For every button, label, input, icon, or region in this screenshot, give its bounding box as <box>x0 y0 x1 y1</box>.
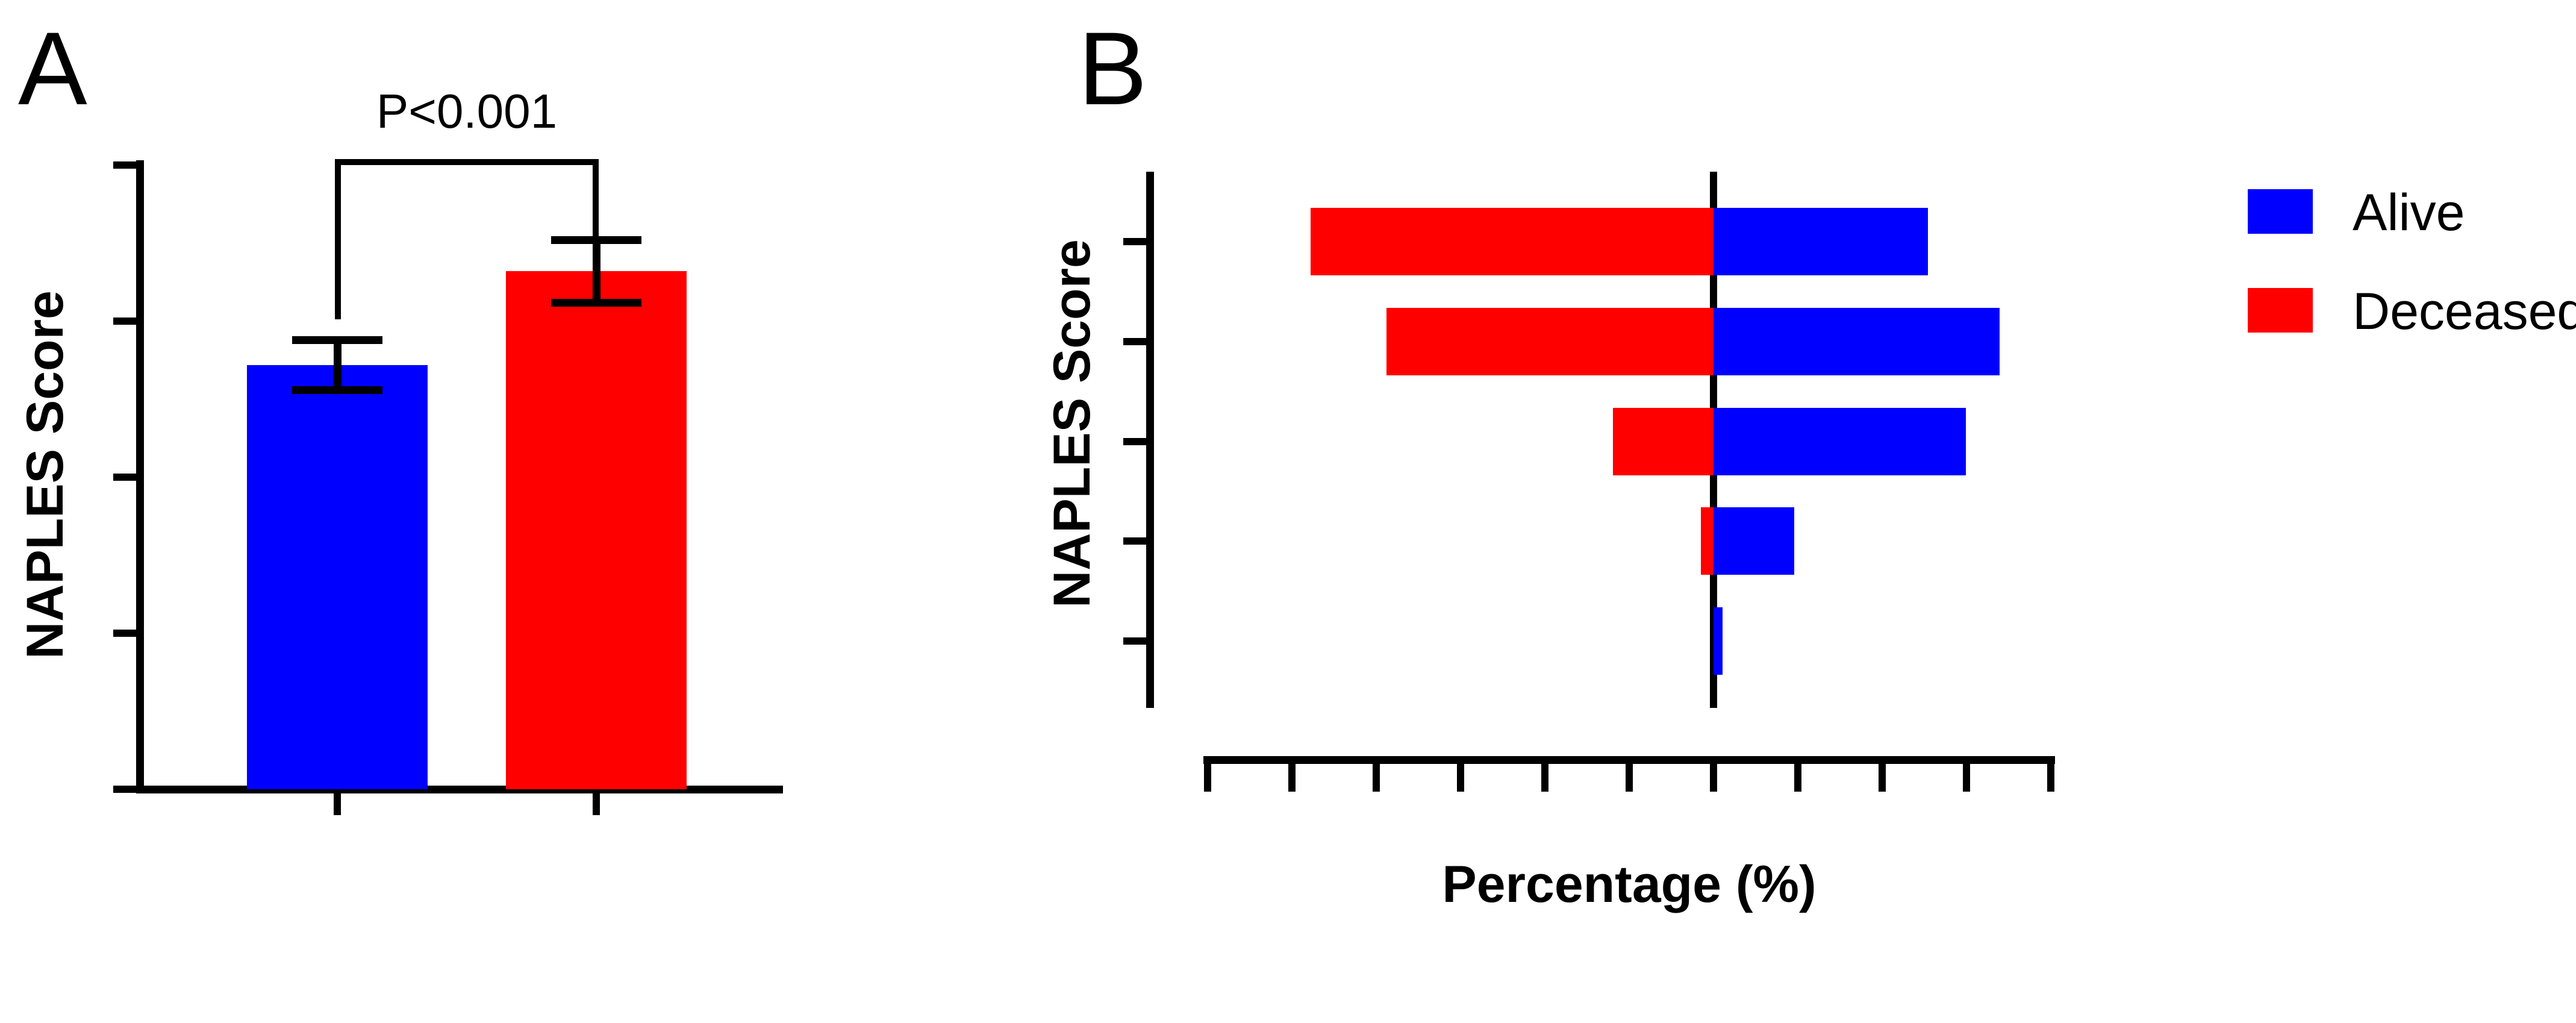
panel-b-y-axis-title: NAPLES Score <box>1043 239 1101 608</box>
panel-b-x-tick <box>1288 764 1296 792</box>
panel-a-bracket-left-leg <box>335 159 341 319</box>
legend-label-deceased: Deceased <box>2353 283 2576 340</box>
panel-a-error-cap-bottom <box>551 299 641 307</box>
panel-a-error-cap-bottom <box>292 386 382 394</box>
panel-a-bracket-top <box>335 159 599 165</box>
panel-a-category-label-alive <box>124 821 379 1023</box>
panel-a-y-tick <box>113 786 136 793</box>
panel-b-bar-deceased-score-3 <box>1386 308 1714 375</box>
panel-b-x-tick <box>1710 764 1717 792</box>
panel-a-bracket-right-leg <box>593 159 599 236</box>
panel-b-x-tick <box>1794 764 1801 792</box>
panel-a-letter: A <box>18 11 87 127</box>
panel-b-y-tick <box>1123 637 1146 645</box>
legend-swatch-alive <box>2248 189 2313 234</box>
panel-b-x-tick <box>1457 764 1464 792</box>
panel-a-y-tick <box>113 318 136 325</box>
panel-b-letter: B <box>1078 11 1147 127</box>
panel-b-bar-deceased-score-4 <box>1311 208 1714 275</box>
panel-b-bar-alive-score-4 <box>1714 208 1928 275</box>
panel-b-x-axis-line <box>1203 756 2055 764</box>
panel-a-y-axis-line <box>136 160 144 793</box>
panel-a-y-tick <box>113 474 136 481</box>
panel-b-bar-deceased-score-2 <box>1613 408 1714 475</box>
panel-a-error-stem <box>593 240 600 302</box>
panel-b-x-tick <box>2047 764 2054 792</box>
panel-a-bar-alive <box>247 365 428 789</box>
panel-b-x-axis-title: Percentage (%) <box>1442 856 1817 913</box>
panel-b-bar-alive-score-3 <box>1714 308 2000 375</box>
panel-b-y-tick <box>1123 537 1146 545</box>
panel-b-x-tick <box>1963 764 1970 792</box>
panel-b-y-axis-line <box>1146 172 1154 708</box>
panel-b-x-tick <box>1541 764 1548 792</box>
panel-a-error-cap-top <box>551 236 641 244</box>
panel-a-category-tick <box>593 793 600 815</box>
panel-a-category-label-deceased <box>383 821 638 1023</box>
panel-a-bar-deceased <box>506 271 687 789</box>
panel-b-bar-deceased-score-1 <box>1701 507 1714 575</box>
panel-b-x-tick <box>1373 764 1380 792</box>
panel-b-y-tick <box>1123 438 1146 445</box>
panel-b-bar-alive-score-2 <box>1714 408 1966 475</box>
panel-b-x-tick <box>1626 764 1633 792</box>
panel-b-x-tick <box>1879 764 1886 792</box>
panel-b-y-tick <box>1123 338 1146 345</box>
panel-a-error-cap-top <box>292 336 382 344</box>
legend-label-alive: Alive <box>2353 184 2465 242</box>
panel-a-error-stem <box>334 340 341 390</box>
panel-a-significance-text: P<0.001 <box>376 84 558 138</box>
panel-a-y-tick <box>113 630 136 637</box>
panel-a-y-tick <box>113 161 136 169</box>
panel-b-bar-alive-score-0 <box>1714 607 1723 675</box>
legend-swatch-deceased <box>2248 288 2313 333</box>
panel-b-y-tick <box>1123 238 1146 245</box>
panel-b-x-tick <box>1204 764 1211 792</box>
panel-a-y-axis-title: NAPLES Score <box>16 290 74 659</box>
panel-a-category-tick <box>334 793 341 815</box>
panel-b-bar-alive-score-1 <box>1714 507 1794 575</box>
